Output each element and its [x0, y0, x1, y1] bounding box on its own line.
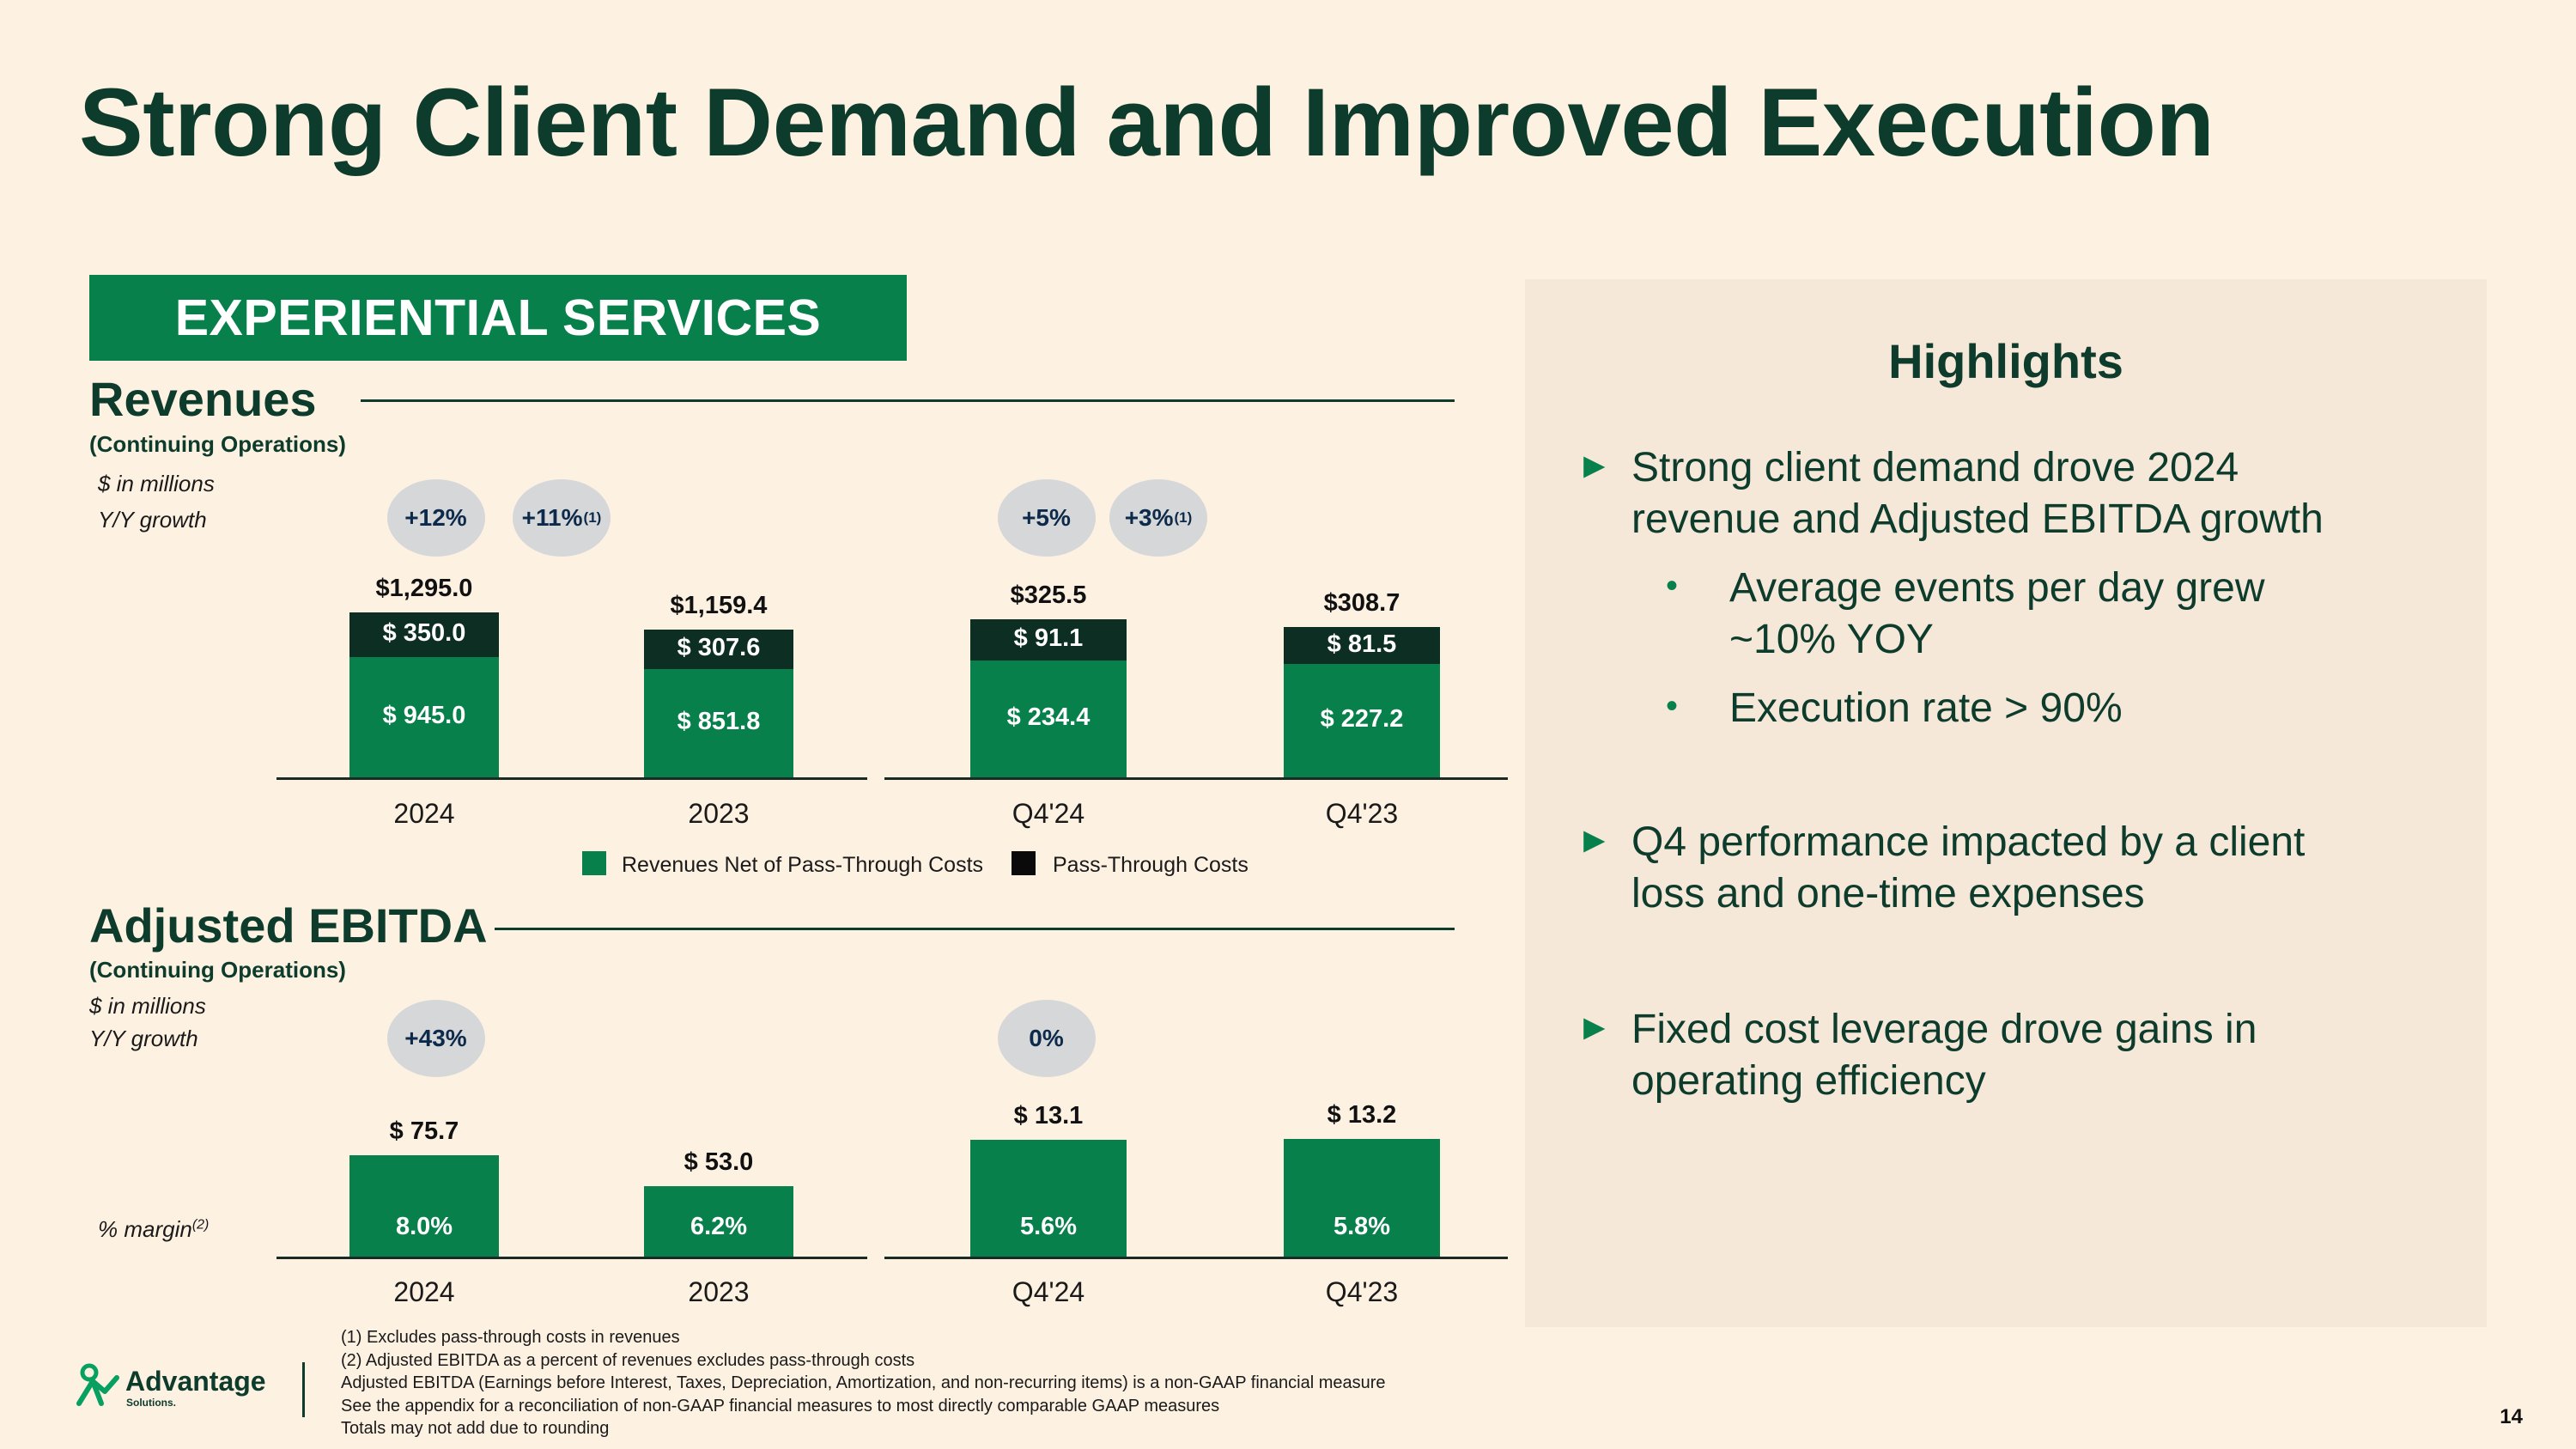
category-label: Q4'24	[1012, 1276, 1085, 1307]
legend-swatch-pass-through	[1012, 851, 1036, 875]
revenue-growth-bubble: +5%	[998, 479, 1096, 557]
highlights-panel	[1525, 279, 2487, 1327]
ebitda-value-label: $ 75.7	[389, 1117, 459, 1146]
bar-value-label-pass-through: $ 307.6	[677, 633, 761, 661]
revenues-units-note: $ in millions	[98, 471, 215, 496]
arrow-bullet-icon: ►	[1577, 1007, 1613, 1047]
advantage-logo-icon	[76, 1363, 119, 1406]
margin-label: % margin(2)	[98, 1216, 210, 1242]
highlight-point: Q4 performance impacted by a client loss…	[1631, 819, 2306, 916]
category-label: 2024	[393, 1276, 455, 1307]
footnote: Adjusted EBITDA (Earnings before Interes…	[341, 1373, 1386, 1392]
ebitda-bar	[349, 1155, 499, 1257]
dot-bullet-icon: •	[1666, 687, 1679, 725]
ebitda-bar	[644, 1185, 793, 1257]
footnote: (1) Excludes pass-through costs in reven…	[341, 1328, 680, 1347]
bar-segment-pass-through	[1284, 627, 1440, 665]
footnote: (2) Adjusted EBITDA as a percent of reve…	[341, 1350, 915, 1370]
revenue-growth-bubble: +12%	[387, 479, 485, 557]
legend-swatch-net-revenues	[582, 851, 606, 875]
bar-value-label-net-revenue: $ 227.2	[1320, 705, 1404, 734]
footer-divider	[302, 1362, 305, 1417]
category-label: 2023	[688, 798, 750, 829]
bar-total-label: $1,159.4	[670, 591, 768, 619]
bar-value-label-net-revenue: $ 945.0	[382, 701, 466, 729]
highlight-point: Strong client demand drove 2024 revenue …	[1631, 445, 2324, 542]
bar-segment-pass-through	[970, 619, 1127, 661]
revenue-growth-bubble: +11% (1)	[513, 479, 611, 557]
highlights-title: Highlights	[1888, 334, 2123, 388]
margin-value-label: 5.8%	[1333, 1213, 1391, 1240]
margin-value-label: 6.2%	[690, 1213, 748, 1240]
bar-value-label-net-revenue: $ 234.4	[1006, 703, 1091, 731]
logo-subtext: Solutions.	[126, 1397, 176, 1409]
footnote: Totals may not add due to rounding	[341, 1419, 610, 1438]
bar-segment-net-revenue	[1284, 664, 1440, 777]
category-label: 2024	[393, 798, 455, 829]
bar-value-label-pass-through: $ 91.1	[1013, 624, 1084, 653]
bar-segment-net-revenue	[644, 668, 793, 777]
ebitda-bar	[1284, 1138, 1440, 1257]
bar-value-label-pass-through: $ 350.0	[382, 618, 466, 647]
highlight-subpoint: Execution rate > 90%	[1729, 685, 2123, 731]
ebitda-growth-label: Y/Y growth	[89, 1026, 198, 1051]
ebitda-axis-annual	[276, 1257, 867, 1259]
revenue-growth-bubble: +3% (1)	[1109, 479, 1207, 557]
ebitda-growth-bubble: +43%	[387, 1000, 485, 1077]
ebitda-growth-bubble: 0%	[998, 1000, 1096, 1077]
highlight-subpoint: Average events per day grew ~10% YOY	[1729, 565, 2265, 662]
category-label: Q4'23	[1325, 798, 1399, 829]
ebitda-value-label: $ 13.2	[1327, 1100, 1397, 1129]
ebitda-value-label: $ 53.0	[683, 1148, 754, 1176]
category-label: Q4'24	[1012, 798, 1085, 829]
ebitda-bar	[970, 1139, 1127, 1257]
bar-total-label: $1,295.0	[375, 574, 473, 602]
bar-segment-pass-through	[644, 629, 793, 669]
revenues-axis-quarterly	[884, 777, 1508, 780]
bar-segment-net-revenue	[349, 656, 499, 777]
page-number: 14	[2500, 1405, 2523, 1428]
arrow-bullet-icon: ►	[1577, 445, 1613, 485]
revenues-divider	[361, 399, 1455, 402]
bar-value-label-pass-through: $ 81.5	[1327, 630, 1397, 658]
bar-total-label: $308.7	[1323, 589, 1400, 618]
bar-segment-net-revenue	[970, 661, 1127, 777]
arrow-bullet-icon: ►	[1577, 819, 1613, 860]
revenues-subheading: (Continuing Operations)	[89, 431, 346, 457]
ebitda-units-note: $ in millions	[89, 993, 206, 1019]
revenues-growth-label: Y/Y growth	[98, 507, 207, 533]
footnote: See the appendix for a reconciliation of…	[341, 1396, 1220, 1416]
category-label: 2023	[688, 1276, 750, 1307]
logo-wordmark: Advantage	[125, 1366, 266, 1397]
revenues-axis-annual	[276, 777, 867, 780]
legend-label-net-revenues: Revenues Net of Pass-Through Costs	[622, 853, 984, 877]
ebitda-heading: Adjusted EBITDA	[89, 898, 488, 953]
dot-bullet-icon: •	[1666, 567, 1679, 605]
ebitda-divider	[495, 928, 1455, 930]
margin-value-label: 5.6%	[1019, 1213, 1078, 1240]
highlight-point: Fixed cost leverage drove gains in opera…	[1631, 1007, 2257, 1104]
margin-value-label: 8.0%	[395, 1213, 453, 1240]
bar-value-label-net-revenue: $ 851.8	[677, 707, 761, 735]
category-label: Q4'23	[1325, 1276, 1399, 1307]
revenues-heading: Revenues	[89, 372, 317, 426]
page-title: Strong Client Demand and Improved Execut…	[79, 69, 2215, 176]
ebitda-value-label: $ 13.1	[1013, 1101, 1084, 1129]
section-banner: EXPERIENTIAL SERVICES	[89, 275, 907, 361]
bar-segment-pass-through	[349, 612, 499, 657]
legend-label-pass-through: Pass-Through Costs	[1053, 853, 1249, 877]
ebitda-axis-quarterly	[884, 1257, 1508, 1259]
ebitda-subheading: (Continuing Operations)	[89, 957, 346, 983]
footnotes: (1) Excludes pass-through costs in reven…	[341, 1326, 1386, 1440]
bar-total-label: $325.5	[1010, 581, 1087, 610]
